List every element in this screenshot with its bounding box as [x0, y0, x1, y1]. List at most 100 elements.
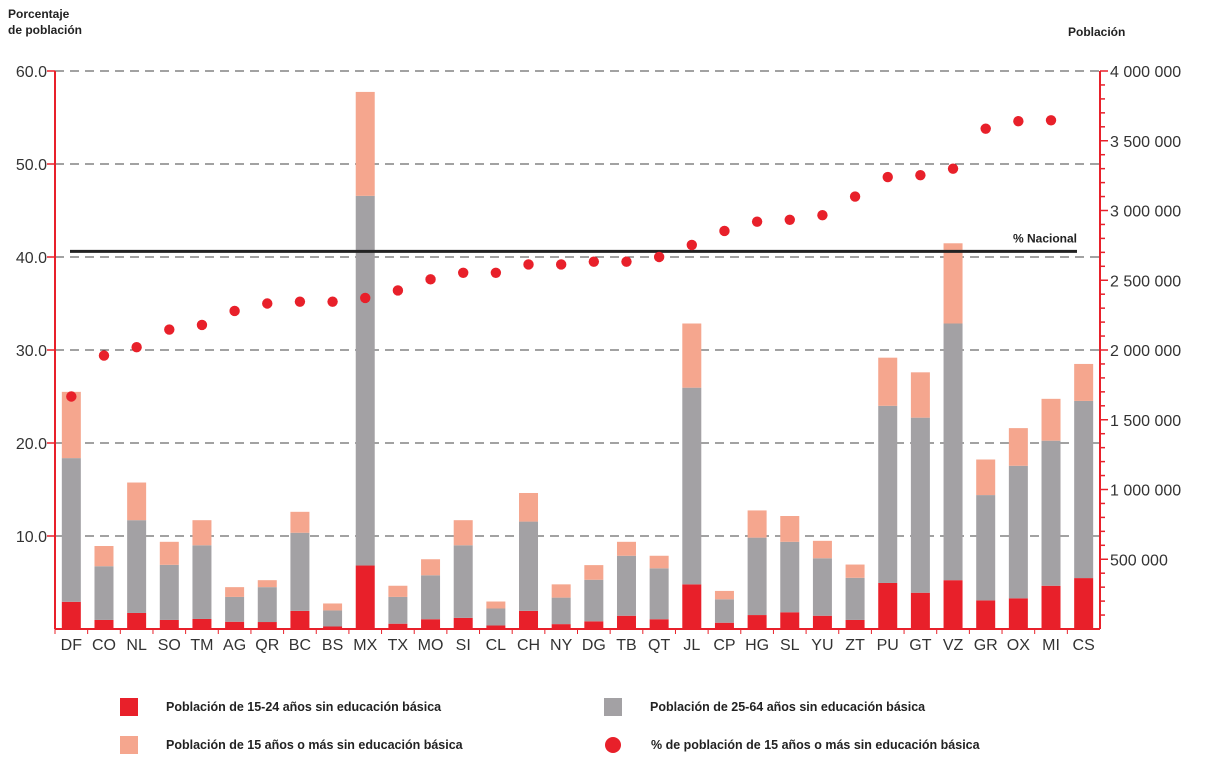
bar-segment-2 — [812, 558, 832, 616]
scatter-point — [229, 305, 240, 317]
bar-segment-3 — [649, 555, 669, 569]
scatter-point — [1045, 115, 1057, 126]
category-label: HG — [745, 637, 769, 654]
bar-segment-1 — [159, 619, 179, 629]
bar-segment-3 — [453, 520, 473, 546]
category-label: TX — [388, 637, 409, 654]
right-tick-label: 2 500 000 — [1110, 273, 1181, 290]
scatter-point — [588, 256, 600, 267]
scatter-point — [1013, 116, 1024, 127]
bar-segment-1 — [878, 582, 898, 629]
left-tick-label: 20.0 — [16, 436, 47, 453]
bar-segment-2 — [257, 587, 277, 623]
category-label: ZT — [845, 637, 865, 654]
scatter-point — [751, 216, 763, 227]
bar-segment-1 — [845, 619, 865, 629]
bar-segment-3 — [747, 510, 767, 538]
bar-segment-2 — [1074, 400, 1094, 579]
bar-segment-1 — [910, 592, 930, 629]
scatter-point — [719, 225, 730, 237]
bar-segment-3 — [61, 391, 81, 459]
bar-segment-1 — [943, 580, 963, 629]
bar-segment-3 — [225, 587, 245, 597]
category-label: TB — [616, 637, 636, 654]
bar-segment-1 — [225, 621, 245, 629]
bar-segment-2 — [61, 458, 81, 602]
scatter-point — [686, 239, 697, 251]
bar-segment-3 — [584, 565, 604, 580]
bar-segment-1 — [649, 619, 669, 629]
reference-line-label: % Nacional — [1013, 231, 1077, 245]
category-label: DF — [61, 637, 83, 654]
bar-segment-2 — [159, 564, 179, 620]
right-axis-title: Población — [1068, 25, 1126, 39]
bar-segment-1 — [61, 601, 81, 629]
bar-segment-3 — [1074, 363, 1094, 401]
bar-segment-3 — [780, 516, 800, 542]
bar-segment-2 — [714, 599, 734, 623]
category-label: CP — [713, 637, 735, 654]
scatter-point — [523, 259, 534, 270]
left-tick-label: 60.0 — [16, 64, 47, 81]
category-label: BC — [289, 637, 311, 654]
scatter-point — [131, 342, 142, 353]
scatter-point — [98, 350, 110, 361]
bar-segment-1 — [780, 612, 800, 629]
bar-segment-3 — [159, 541, 179, 565]
bar-segment-1 — [257, 622, 277, 629]
category-label: YU — [811, 637, 833, 654]
category-label: GT — [909, 637, 931, 654]
bar-segment-2 — [486, 608, 506, 626]
category-label: SI — [456, 637, 471, 654]
scatter-point — [980, 123, 991, 134]
bar-segment-2 — [355, 195, 375, 566]
bar-segment-2 — [421, 575, 441, 620]
bar-segment-2 — [225, 596, 245, 622]
category-label: MI — [1042, 637, 1060, 654]
bar-segment-3 — [878, 357, 898, 406]
category-label: SO — [158, 637, 181, 654]
bar-segment-2 — [976, 495, 996, 601]
bar-segment-2 — [1008, 465, 1028, 599]
bar-segment-2 — [519, 521, 539, 611]
category-label: CS — [1073, 637, 1095, 654]
bar-segment-3 — [421, 559, 441, 576]
bar-segment-3 — [616, 541, 636, 556]
scatter-point — [784, 214, 795, 225]
category-label: DG — [582, 637, 606, 654]
bar-segment-1 — [1041, 585, 1061, 629]
left-axis-title: Porcentaje de población — [8, 6, 128, 38]
right-tick-label: 4 000 000 — [1110, 64, 1181, 81]
bar-segment-1 — [486, 625, 506, 629]
category-label: SL — [780, 637, 800, 654]
scatter-point — [262, 298, 273, 309]
bar-segment-3 — [388, 585, 408, 597]
bar-segment-1 — [290, 610, 310, 629]
category-label: JL — [683, 637, 700, 654]
bar-segment-3 — [845, 564, 865, 578]
bar-segment-3 — [323, 603, 343, 611]
scatter-point — [392, 285, 404, 296]
bar-segment-3 — [486, 601, 506, 609]
bar-segment-3 — [290, 511, 310, 533]
bar-segment-3 — [976, 459, 996, 496]
bar-segment-3 — [714, 590, 734, 600]
left-tick-label: 40.0 — [16, 250, 47, 267]
right-tick-label: 2 000 000 — [1110, 343, 1181, 360]
bar-segment-2 — [290, 532, 310, 611]
category-label: TM — [190, 637, 213, 654]
bar-segment-2 — [747, 537, 767, 616]
bar-segment-3 — [127, 482, 147, 521]
bar-segment-2 — [192, 545, 212, 619]
category-label: CH — [517, 637, 540, 654]
bar-segment-3 — [355, 91, 375, 196]
bar-segment-3 — [94, 545, 114, 567]
bar-segment-1 — [323, 626, 343, 629]
category-label: GR — [974, 637, 998, 654]
bar-segment-2 — [388, 596, 408, 624]
left-tick-label: 10.0 — [16, 529, 47, 546]
bar-segment-2 — [584, 579, 604, 622]
right-tick-label: 1 500 000 — [1110, 413, 1181, 430]
scatter-point — [294, 296, 306, 307]
category-label: MO — [418, 637, 444, 654]
